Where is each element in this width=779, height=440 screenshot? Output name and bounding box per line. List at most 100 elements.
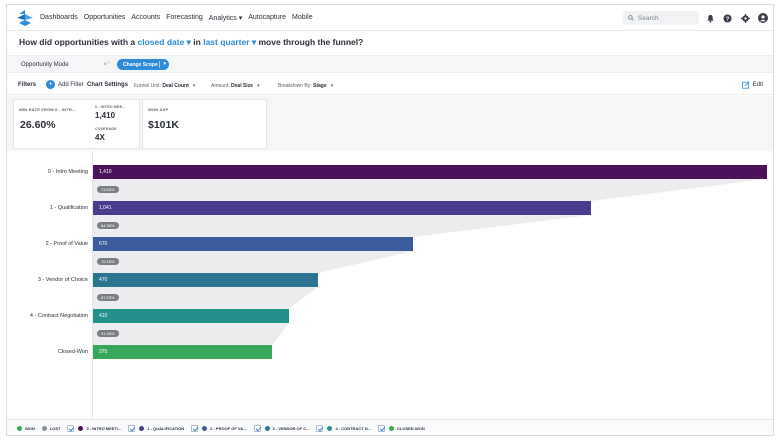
funnel-bar[interactable]: 1,410 [93,165,767,179]
legend-label: 1 - QUALIFICATION [147,426,185,431]
stage-label: 4 - Contract Negotiation [29,313,88,319]
nav-mobile[interactable]: Mobile [291,14,313,21]
kpi-card-win-rate[interactable]: WIN RATE FROM 0 - INTR... 26.60% 0 - INT… [13,99,140,149]
breakdown-label: Breakdown By: [278,83,314,89]
legend-label: LOST [49,426,61,431]
chart-settings-label: Chart Settings [87,82,129,88]
mode-label: Opportunity Mode [21,62,69,68]
change-scope-label: Change Scope [123,61,158,68]
bar-value-label: 410 [99,313,108,319]
edit-label: Edit [752,82,763,88]
funnel-bar[interactable]: 375 [93,345,273,359]
funnel-unit-dropdown[interactable]: Funnel Unit: Deal Count ▾ [134,83,196,89]
legend-item[interactable]: LOST [41,426,61,431]
chevron-down-icon[interactable]: ▾ [163,61,166,67]
chart-legend: WON LOST 0 - INTRO MEETI... 1 - QUALIFICATI… [7,419,773,435]
stage-label: 3 - Vendor of Choice [37,277,88,283]
funnel-connector [93,179,767,201]
breakdown-dropdown[interactable]: Breakdown By: Stage ▾ [278,83,334,89]
legend-color-dot [17,426,22,431]
funnel-connector-svg [93,179,767,345]
svg-text:?: ? [725,16,729,22]
settings-gear-icon[interactable] [739,12,751,24]
legend-item[interactable]: 0 - INTRO MEETI... [67,425,121,432]
won-asp-label: WON ASP [148,107,169,112]
legend-item[interactable]: 2 - PROOF OF VA... [191,425,247,432]
legend-checkbox[interactable] [128,425,136,432]
help-icon[interactable]: ? [721,12,733,24]
app-window: Dashboards Opportunities Accounts Foreca… [6,4,774,436]
search-input[interactable]: Search [623,11,699,25]
amount-value: Deal Size [231,83,253,89]
legend-label: 3 - VENDOR OF C... [272,426,310,431]
legend-item[interactable]: WON [17,426,35,431]
legend-item[interactable]: 3 - VENDOR OF C... [253,425,310,432]
top-nav: Dashboards Opportunities Accounts Foreca… [7,5,773,31]
legend-checkbox[interactable] [253,425,261,432]
legend-checkbox[interactable] [316,425,324,432]
funnel-bar[interactable]: 470 [93,273,318,287]
page-title: How did opportunities with a closed date… [19,37,363,48]
funnel-connector [93,287,318,309]
app-logo-icon[interactable] [16,9,34,27]
funnel-bar[interactable]: 1,041 [93,201,591,215]
funnel-connector [93,251,414,273]
add-filter-button[interactable]: Add Filter [58,82,84,88]
won-asp-value: $101K [148,119,179,131]
legend-item[interactable]: 1 - QUALIFICATION [128,425,184,432]
win-rate-value: 26.60% [20,119,56,131]
win-rate-label: WIN RATE FROM 0 - INTR... [19,107,76,112]
amount-dropdown[interactable]: Amount: Deal Size ▾ [211,83,260,89]
opportunity-mode-select[interactable]: Opportunity Mode × [21,59,107,71]
nav-accounts[interactable]: Accounts [131,14,161,21]
search-placeholder: Search [638,14,659,22]
last-quarter-dropdown[interactable]: last quarter ▾ [203,37,257,47]
user-avatar-icon[interactable] [757,12,769,24]
nav-analytics[interactable]: Analytics ▾ [208,14,243,22]
edit-button[interactable]: Edit [741,81,763,89]
legend-label: 4 - CONTRACT N... [335,426,371,431]
legend-color-dot [327,426,333,431]
legend-item[interactable]: 4 - CONTRACT N... [316,425,371,432]
chart-axis-line [92,151,93,419]
funnel-bar[interactable]: 410 [93,309,289,323]
legend-label: CLOSED-WON [397,426,425,431]
nav-dashboards[interactable]: Dashboards [40,14,78,21]
kpi-card-won-asp[interactable]: WON ASP $101K [142,99,267,149]
search-icon [628,15,634,21]
notification-bell-icon[interactable] [704,12,716,24]
title-text-2: in [190,37,204,47]
add-filter-icon[interactable]: + [46,80,55,89]
closed-date-dropdown[interactable]: closed date ▾ [137,37,191,47]
nav-autocapture[interactable]: Autocapture [248,14,286,21]
intro-meeting-label: 0 - INTRO MEE... [95,105,126,109]
legend-label: 2 - PROOF OF VA... [210,426,247,431]
legend-color-dot [78,426,84,431]
bar-value-label: 375 [99,349,108,355]
funnel-bar[interactable]: 670 [93,237,414,251]
edit-icon [741,81,750,89]
legend-item[interactable]: CLOSED-WON [378,425,425,432]
change-scope-button[interactable]: Change Scope ▾ [117,59,169,70]
amount-label: Amount: [211,83,232,89]
bar-value-label: 1,041 [99,205,112,211]
nav-forecasting[interactable]: Forecasting [166,14,203,21]
legend-color-dot [202,426,208,431]
kpi-area: WIN RATE FROM 0 - INTR... 26.60% 0 - INT… [7,96,773,151]
conversion-rate-badge: 73.83% [97,186,119,193]
title-text-3: move through the funnel? [256,37,364,47]
clear-mode-icon[interactable]: × [103,62,107,68]
bar-value-label: 470 [99,277,108,283]
legend-label: 0 - INTRO MEETI... [86,426,122,431]
stage-label: 2 - Proof of Value [45,241,88,247]
nav-opportunities[interactable]: Opportunities [83,14,126,21]
legend-checkbox[interactable] [67,425,75,432]
stage-label: 0 - Intro Meeting [47,169,88,175]
legend-checkbox[interactable] [378,425,385,432]
breakdown-value: Stage [313,83,327,89]
legend-checkbox[interactable] [191,425,199,432]
legend-label: WON [25,426,35,431]
legend-color-dot [139,426,145,431]
legend-color-dot [264,426,270,431]
bar-value-label: 670 [99,241,108,247]
